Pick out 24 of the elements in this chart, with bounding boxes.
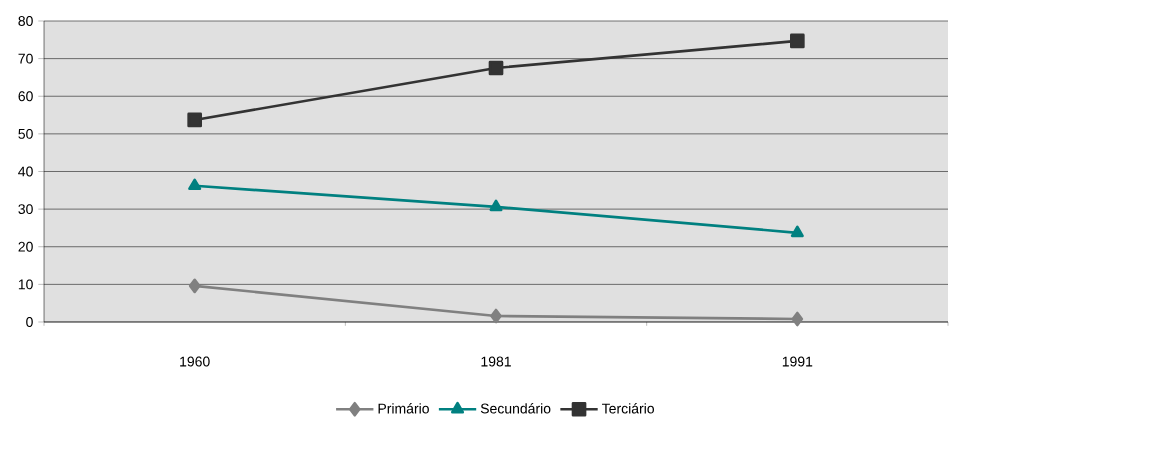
point (791, 311, 804, 327)
point (488, 60, 504, 76)
y-tick-label: 10 (18, 279, 33, 290)
point (790, 33, 805, 49)
y-tick-label: 30 (18, 204, 33, 215)
point (188, 178, 202, 191)
point (188, 278, 201, 294)
point (790, 225, 804, 238)
legend-label: Terciário (602, 403, 655, 414)
point (489, 199, 503, 212)
y-tick-label: 50 (18, 128, 33, 139)
y-tick-label: 80 (18, 16, 33, 26)
y-tick-label: 70 (18, 53, 33, 64)
legend-label: Secundário (480, 403, 551, 414)
y-tick-label: 20 (18, 241, 33, 252)
x-tick-label: 1991 (782, 356, 813, 367)
legend-label: Primário (378, 403, 429, 414)
y-tick-label: 0 (26, 317, 33, 327)
x-tick-label: 1981 (481, 356, 511, 367)
x-tick-label: 1960 (180, 356, 210, 367)
y-tick-label: 40 (18, 166, 33, 177)
y-tick-label: 60 (18, 91, 33, 102)
point (187, 112, 203, 128)
point (490, 308, 502, 324)
